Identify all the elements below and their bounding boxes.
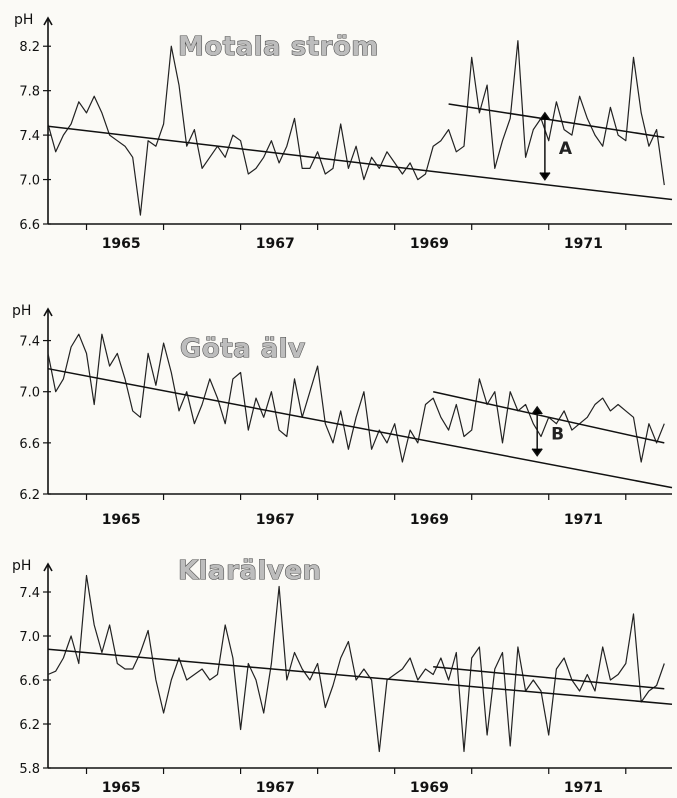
y-axis-arrow <box>43 562 53 572</box>
trend-line-recent <box>433 390 665 444</box>
difference-arrow-head-top <box>539 111 551 121</box>
trend-line-long <box>47 125 673 201</box>
x-tick-label: 1965 <box>102 236 141 252</box>
difference-arrow <box>531 405 543 457</box>
y-tick-label: 7.8 <box>19 85 40 100</box>
ph-series-line <box>47 40 665 216</box>
y-tick-label: 6.6 <box>19 218 40 233</box>
x-tick-label: 1967 <box>256 780 295 796</box>
chart-gota-alv: Göta älv pH 6.2 6.6 7.0 7.4 1965 1967 1969 1971 B <box>12 303 673 528</box>
panel-title: Klarälven <box>178 556 321 586</box>
chart-motala-strom: Motala ström pH 6.6 7.0 7.4 7.8 8.2 1965 1967 196… <box>14 12 673 252</box>
y-tick-label: 7.4 <box>19 586 40 601</box>
difference-arrow-head-top <box>531 405 543 415</box>
x-tick-label: 1969 <box>410 236 449 252</box>
trend-line-long <box>47 367 673 489</box>
x-tick-label: 1969 <box>410 512 449 528</box>
x-tick-label: 1971 <box>564 512 603 528</box>
trend-line-long <box>47 648 673 705</box>
y-tick-label: 7.0 <box>19 174 40 189</box>
x-tick-label: 1965 <box>102 512 141 528</box>
y-tick-label: 8.2 <box>19 40 40 55</box>
y-axis-label: pH <box>12 558 31 574</box>
y-tick-label: 6.2 <box>19 718 40 733</box>
y-tick-label: 6.6 <box>19 437 40 452</box>
y-tick-label: 7.0 <box>19 386 40 401</box>
difference-label: A <box>559 139 573 159</box>
ph-series-line <box>47 574 665 753</box>
y-axis-label: pH <box>14 12 33 28</box>
panel-title: Göta älv <box>180 334 306 364</box>
x-tick-label: 1967 <box>256 512 295 528</box>
x-tick-label: 1969 <box>410 780 449 796</box>
trend-line-recent <box>433 666 665 690</box>
panel-title: Motala ström <box>178 32 379 62</box>
y-axis-arrow <box>43 16 53 26</box>
y-tick-label: 7.4 <box>19 335 40 350</box>
difference-arrow <box>539 111 551 181</box>
y-axis-label: pH <box>12 303 31 319</box>
chart-klaralven: Klarälven pH 5.8 6.2 6.6 7.0 7.4 1965 1967 1969 19… <box>12 555 673 796</box>
y-axis-arrow <box>43 307 53 317</box>
trend-line-recent <box>448 103 665 139</box>
y-tick-label: 5.8 <box>19 762 40 777</box>
x-tick-label: 1967 <box>256 236 295 252</box>
y-tick-label: 7.4 <box>19 129 40 144</box>
ph-series-line <box>47 333 665 463</box>
y-tick-label: 7.0 <box>19 630 40 645</box>
y-tick-label: 6.2 <box>19 488 40 503</box>
x-tick-label: 1965 <box>102 780 141 796</box>
difference-arrow-head-bottom <box>539 172 551 181</box>
x-tick-label: 1971 <box>564 236 603 252</box>
y-tick-label: 6.6 <box>19 674 40 689</box>
difference-label: B <box>551 424 564 444</box>
x-tick-label: 1971 <box>564 780 603 796</box>
difference-arrow-head-bottom <box>531 448 543 457</box>
